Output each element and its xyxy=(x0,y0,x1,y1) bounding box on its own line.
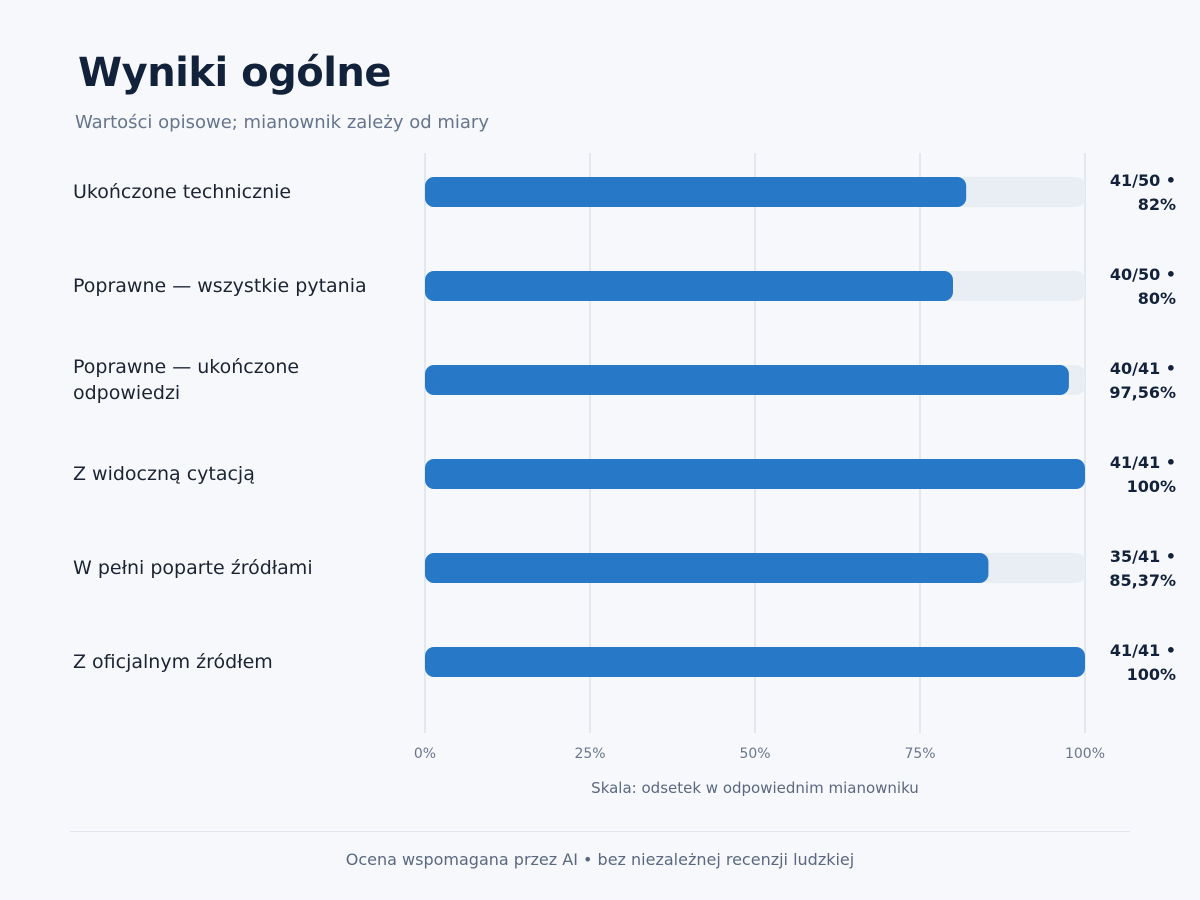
category-label: Z oficjalnym źródłem xyxy=(73,651,273,673)
bar xyxy=(425,647,1085,677)
value-label: 97,56% xyxy=(1109,383,1176,402)
value-label: 85,37% xyxy=(1109,571,1176,590)
x-tick-label: 0% xyxy=(414,746,436,762)
category-label: odpowiedzi xyxy=(73,382,180,404)
bar xyxy=(425,365,1069,395)
bar xyxy=(425,271,953,301)
x-tick-label: 50% xyxy=(739,746,770,762)
value-label: 82% xyxy=(1138,195,1176,214)
value-label: 40/50 • xyxy=(1110,265,1176,284)
category-label: Poprawne — ukończone xyxy=(73,356,299,378)
footer-note: Ocena wspomagana przez AI • bez niezależ… xyxy=(345,850,855,869)
value-label: 41/41 • xyxy=(1110,641,1176,660)
footer-divider xyxy=(70,831,1130,832)
x-tick-label: 75% xyxy=(904,746,935,762)
category-label: Z widoczną cytacją xyxy=(73,463,255,485)
x-tick-label: 100% xyxy=(1065,746,1105,762)
chart-title: Wyniki ogólne xyxy=(78,50,392,96)
bar xyxy=(425,553,989,583)
value-label: 40/41 • xyxy=(1110,359,1176,378)
value-label: 100% xyxy=(1127,665,1176,684)
value-label: 100% xyxy=(1127,477,1176,496)
bar xyxy=(425,177,967,207)
category-label: Ukończone technicznie xyxy=(73,181,291,203)
category-label: W pełni poparte źródłami xyxy=(73,557,313,579)
bar-chart: Ukończone technicznie 41/50 • 82% Poprawne … xyxy=(73,153,1176,797)
category-label: Poprawne — wszystkie pytania xyxy=(73,275,367,297)
x-tick-label: 25% xyxy=(574,746,605,762)
x-axis-label: Skala: odsetek w odpowiednim mianowniku xyxy=(591,779,919,797)
value-label: 41/50 • xyxy=(1110,171,1176,190)
value-label: 41/41 • xyxy=(1110,453,1176,472)
value-label: 35/41 • xyxy=(1110,547,1176,566)
bar xyxy=(425,459,1085,489)
value-label: 80% xyxy=(1138,289,1176,308)
chart-subtitle: Wartości opisowe; mianownik zależy od mi… xyxy=(75,112,489,133)
